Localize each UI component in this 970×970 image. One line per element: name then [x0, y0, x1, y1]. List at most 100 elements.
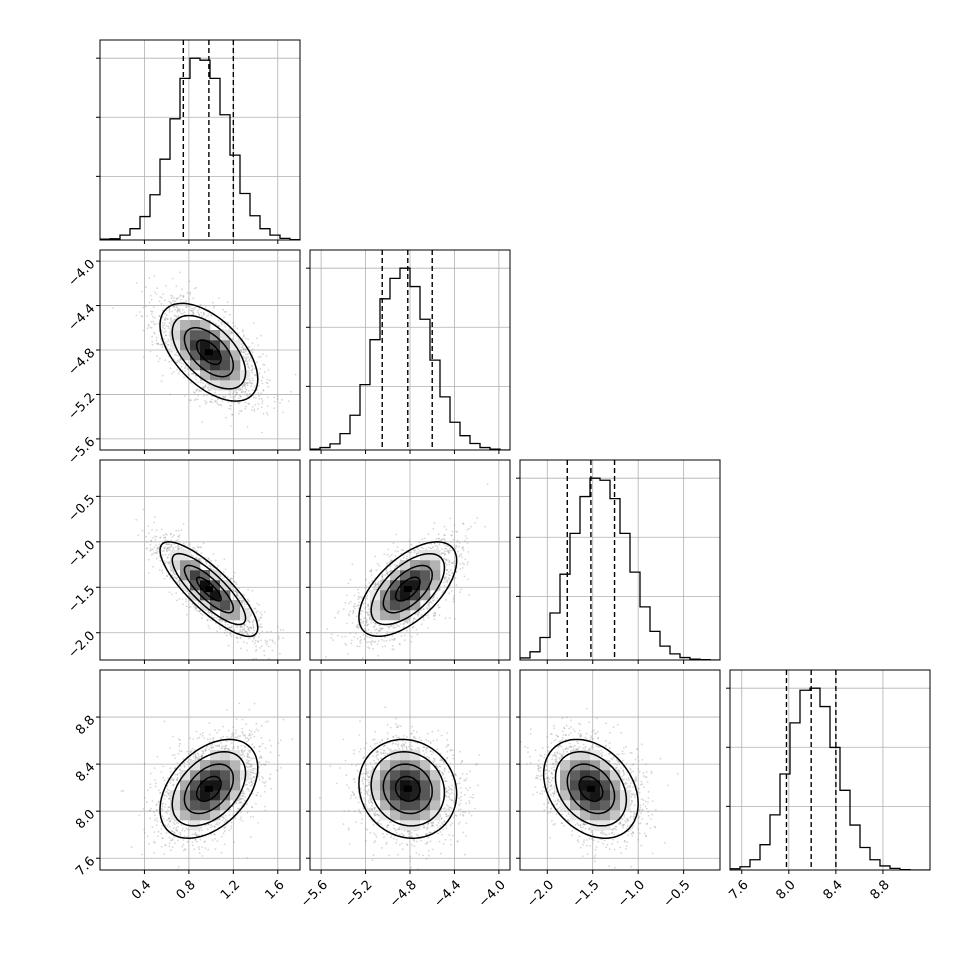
- sample-point: [402, 623, 405, 625]
- sample-point: [659, 757, 662, 760]
- sample-point: [356, 769, 359, 772]
- sample-point: [370, 808, 373, 810]
- sample-point: [364, 637, 366, 640]
- sample-point: [436, 545, 438, 548]
- sample-point: [163, 546, 166, 549]
- sample-point: [372, 768, 375, 771]
- sample-point: [374, 743, 376, 745]
- sample-point: [251, 372, 254, 374]
- sample-point: [174, 576, 177, 579]
- sample-point: [577, 747, 579, 749]
- sample-point: [233, 746, 235, 748]
- density-cell: [190, 350, 201, 361]
- sample-point: [430, 547, 432, 550]
- sample-point: [156, 820, 159, 822]
- sample-point: [365, 839, 367, 842]
- sample-point: [233, 629, 235, 632]
- sample-point: [159, 537, 161, 539]
- sample-point: [364, 805, 367, 808]
- sample-point: [466, 542, 469, 544]
- sample-point: [240, 647, 242, 650]
- sample-point: [408, 551, 411, 554]
- sample-point: [233, 629, 236, 632]
- sample-point: [458, 541, 461, 544]
- sample-point: [237, 745, 239, 748]
- sample-point: [413, 617, 415, 619]
- sample-point: [359, 613, 362, 615]
- sample-point: [257, 344, 260, 347]
- sample-point: [308, 755, 310, 757]
- sample-point: [225, 310, 228, 313]
- sample-point: [251, 406, 254, 408]
- sample-point: [447, 743, 450, 746]
- sample-point: [208, 558, 211, 561]
- sample-point: [138, 814, 141, 817]
- sample-point: [370, 569, 373, 572]
- sample-point: [247, 395, 249, 397]
- density-cell: [190, 340, 201, 351]
- sample-point: [195, 389, 198, 392]
- sample-point: [244, 735, 247, 737]
- sample-point: [559, 757, 561, 759]
- sample-point: [388, 752, 391, 755]
- sample-point: [631, 752, 633, 754]
- sample-point: [446, 569, 448, 571]
- sample-point: [369, 745, 372, 748]
- sample-point: [368, 608, 371, 611]
- sample-point: [191, 602, 194, 605]
- sample-point: [566, 750, 568, 753]
- sample-point: [204, 824, 207, 827]
- sample-point: [201, 855, 204, 857]
- sample-point: [249, 751, 252, 754]
- sample-point: [219, 403, 222, 406]
- sample-point: [417, 552, 420, 554]
- sample-point: [567, 747, 569, 750]
- sample-point: [261, 775, 263, 778]
- sample-point: [164, 553, 167, 556]
- sample-point: [359, 812, 362, 814]
- sample-point: [260, 736, 263, 739]
- sample-point: [414, 549, 417, 552]
- sample-point: [557, 800, 560, 803]
- sample-point: [591, 833, 594, 836]
- sample-point: [402, 743, 405, 745]
- sample-point: [392, 742, 395, 745]
- sample-point: [245, 357, 248, 360]
- density-cell: [430, 800, 441, 811]
- sample-point: [434, 614, 437, 616]
- sample-point: [554, 755, 557, 758]
- sample-point: [182, 758, 185, 760]
- sample-point: [432, 821, 434, 824]
- sample-point: [234, 395, 237, 397]
- sample-point: [264, 763, 267, 766]
- sample-point: [366, 641, 368, 644]
- sample-point: [432, 596, 435, 598]
- sample-point: [552, 762, 554, 765]
- sample-point: [238, 394, 241, 397]
- sample-point: [253, 629, 256, 632]
- sample-point: [444, 795, 447, 798]
- sample-point: [446, 568, 449, 571]
- sample-point: [267, 645, 270, 648]
- sample-point: [186, 305, 188, 308]
- sample-point: [156, 355, 159, 357]
- sample-point: [622, 769, 625, 772]
- sample-point: [383, 636, 386, 639]
- sample-point: [413, 840, 416, 842]
- sample-point: [445, 558, 448, 561]
- sample-point: [186, 840, 189, 843]
- sample-point: [176, 298, 179, 300]
- sample-point: [388, 627, 390, 629]
- sample-point: [239, 801, 242, 804]
- sample-point: [537, 767, 540, 770]
- density-cell: [200, 800, 211, 811]
- sample-point: [550, 767, 553, 770]
- sample-point: [247, 752, 250, 755]
- sample-point: [337, 610, 340, 613]
- sample-point: [612, 726, 615, 729]
- sample-point: [544, 753, 546, 756]
- sample-point: [563, 727, 566, 730]
- sample-point: [199, 610, 201, 613]
- density-cell: [220, 610, 231, 621]
